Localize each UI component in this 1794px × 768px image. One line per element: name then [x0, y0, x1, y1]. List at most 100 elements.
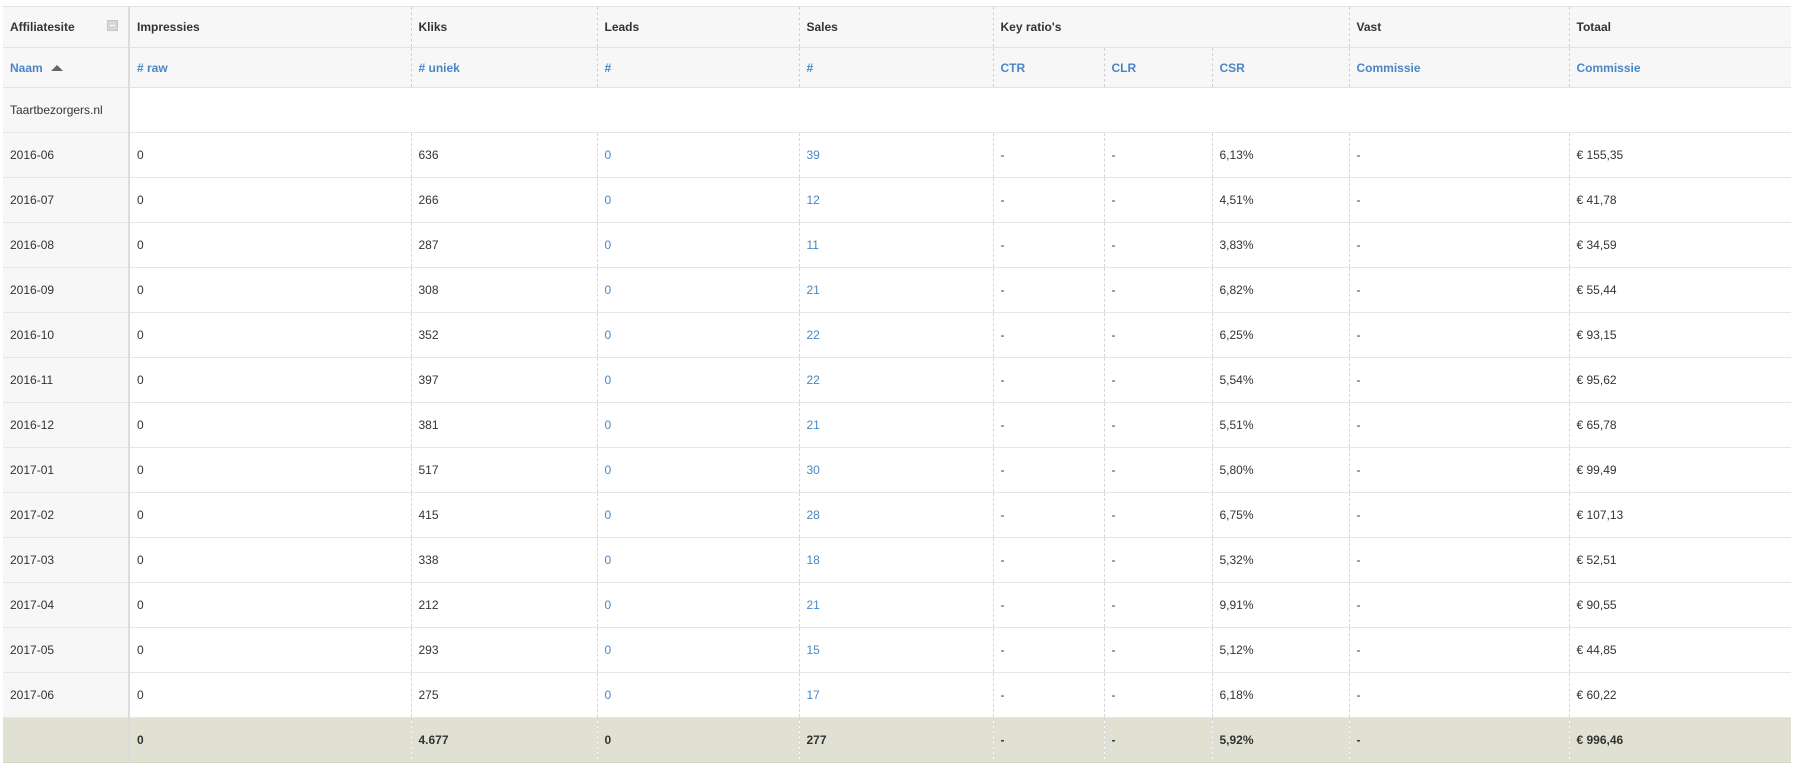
clr-cell: - [1103, 267, 1212, 313]
total-raw: 0 [129, 717, 411, 763]
uniek-cell: 352 [410, 312, 597, 358]
totaal-cell: € 60,22 [1568, 672, 1791, 718]
totals-label-cell [3, 717, 130, 763]
totaal-cell: € 41,78 [1568, 177, 1791, 223]
raw-cell: 0 [129, 312, 411, 358]
ctr-cell: - [992, 537, 1104, 583]
csr-cell: 5,54% [1211, 357, 1349, 403]
uniek-cell: 275 [410, 672, 597, 718]
sort-ctr-header[interactable]: CTR [992, 47, 1104, 88]
ctr-cell: - [992, 222, 1104, 268]
ctr-cell: - [992, 492, 1104, 538]
vast-cell: - [1348, 492, 1569, 538]
raw-cell: 0 [129, 537, 411, 583]
csr-cell: 3,83% [1211, 222, 1349, 268]
sort-vast-commissie-header[interactable]: Commissie [1348, 47, 1569, 88]
table-row: 2016-09 0 308 0 21- -6,82% - € 55,44 [3, 267, 1791, 313]
uniek-cell: 308 [410, 267, 597, 313]
sort-csr-header[interactable]: CSR [1211, 47, 1349, 88]
sales-link[interactable]: 22 [798, 312, 993, 358]
leads-link[interactable]: 0 [596, 222, 799, 268]
period-cell: 2016-07 [3, 177, 130, 223]
clr-cell: - [1103, 357, 1212, 403]
clr-cell: - [1103, 447, 1212, 493]
table-row: 2016-11 0 397 0 22- -5,54% - € 95,62 [3, 357, 1791, 403]
sort-sales-header[interactable]: # [798, 47, 993, 88]
period-cell: 2016-10 [3, 312, 130, 358]
totaal-cell: € 55,44 [1568, 267, 1791, 313]
sales-link[interactable]: 22 [798, 357, 993, 403]
period-cell: 2017-04 [3, 582, 130, 628]
uniek-cell: 212 [410, 582, 597, 628]
header-totaal: Totaal [1568, 6, 1791, 48]
table-row: 2017-04 0 212 0 21- -9,91% - € 90,55 [3, 582, 1791, 628]
leads-link[interactable]: 0 [596, 492, 799, 538]
leads-link[interactable]: 0 [596, 402, 799, 448]
vast-cell: - [1348, 357, 1569, 403]
sales-link[interactable]: 28 [798, 492, 993, 538]
leads-link[interactable]: 0 [596, 177, 799, 223]
period-cell: 2017-02 [3, 492, 130, 538]
csr-cell: 5,51% [1211, 402, 1349, 448]
leads-link[interactable]: 0 [596, 672, 799, 718]
totaal-cell: € 34,59 [1568, 222, 1791, 268]
ctr-cell: - [992, 627, 1104, 673]
vast-cell: - [1348, 267, 1569, 313]
vast-cell: - [1348, 627, 1569, 673]
csr-cell: 6,75% [1211, 492, 1349, 538]
leads-link[interactable]: 0 [596, 582, 799, 628]
raw-cell: 0 [129, 672, 411, 718]
leads-link[interactable]: 0 [596, 627, 799, 673]
period-cell: 2017-03 [3, 537, 130, 583]
table-row: 2017-03 0 338 0 18- -5,32% - € 52,51 [3, 537, 1791, 583]
leads-link[interactable]: 0 [596, 312, 799, 358]
sales-link[interactable]: 39 [798, 132, 993, 178]
raw-cell: 0 [129, 492, 411, 538]
sales-link[interactable]: 21 [798, 267, 993, 313]
csr-cell: 6,82% [1211, 267, 1349, 313]
sort-raw-header[interactable]: # raw [129, 47, 411, 88]
sales-link[interactable]: 21 [798, 402, 993, 448]
sort-uniek-header[interactable]: # uniek [410, 47, 597, 88]
sort-leads-header[interactable]: # [596, 47, 799, 88]
clr-cell: - [1103, 627, 1212, 673]
sales-link[interactable]: 21 [798, 582, 993, 628]
header-leads: Leads [596, 6, 799, 48]
raw-cell: 0 [129, 132, 411, 178]
leads-link[interactable]: 0 [596, 267, 799, 313]
sales-link[interactable]: 12 [798, 177, 993, 223]
ctr-cell: - [992, 177, 1104, 223]
sort-totaal-commissie-header[interactable]: Commissie [1568, 47, 1791, 88]
totaal-cell: € 44,85 [1568, 627, 1791, 673]
raw-cell: 0 [129, 402, 411, 448]
uniek-cell: 338 [410, 537, 597, 583]
totaal-cell: € 65,78 [1568, 402, 1791, 448]
vast-cell: - [1348, 222, 1569, 268]
csr-cell: 6,25% [1211, 312, 1349, 358]
leads-link[interactable]: 0 [596, 132, 799, 178]
collapse-icon[interactable] [107, 20, 118, 31]
header-key-ratios: Key ratio's [992, 6, 1349, 48]
leads-link[interactable]: 0 [596, 447, 799, 493]
raw-cell: 0 [129, 447, 411, 493]
sales-link[interactable]: 17 [798, 672, 993, 718]
table-row: 2016-12 0 381 0 21- -5,51% - € 65,78 [3, 402, 1791, 448]
sales-link[interactable]: 11 [798, 222, 993, 268]
leads-link[interactable]: 0 [596, 357, 799, 403]
clr-cell: - [1103, 672, 1212, 718]
totaal-cell: € 52,51 [1568, 537, 1791, 583]
total-clr: - [1103, 717, 1212, 763]
ctr-cell: - [992, 402, 1104, 448]
sort-naam-header[interactable]: Naam [3, 47, 130, 88]
sales-link[interactable]: 18 [798, 537, 993, 583]
uniek-cell: 381 [410, 402, 597, 448]
uniek-cell: 397 [410, 357, 597, 403]
table-row: 2016-10 0 352 0 22- -6,25% - € 93,15 [3, 312, 1791, 358]
sort-clr-header[interactable]: CLR [1103, 47, 1212, 88]
sales-link[interactable]: 15 [798, 627, 993, 673]
header-sub-row: Naam # raw # uniek # # CTR CLR CSR Commi… [3, 47, 1791, 88]
header-impressies: Impressies [129, 6, 411, 48]
leads-link[interactable]: 0 [596, 537, 799, 583]
sales-link[interactable]: 30 [798, 447, 993, 493]
totaal-cell: € 90,55 [1568, 582, 1791, 628]
